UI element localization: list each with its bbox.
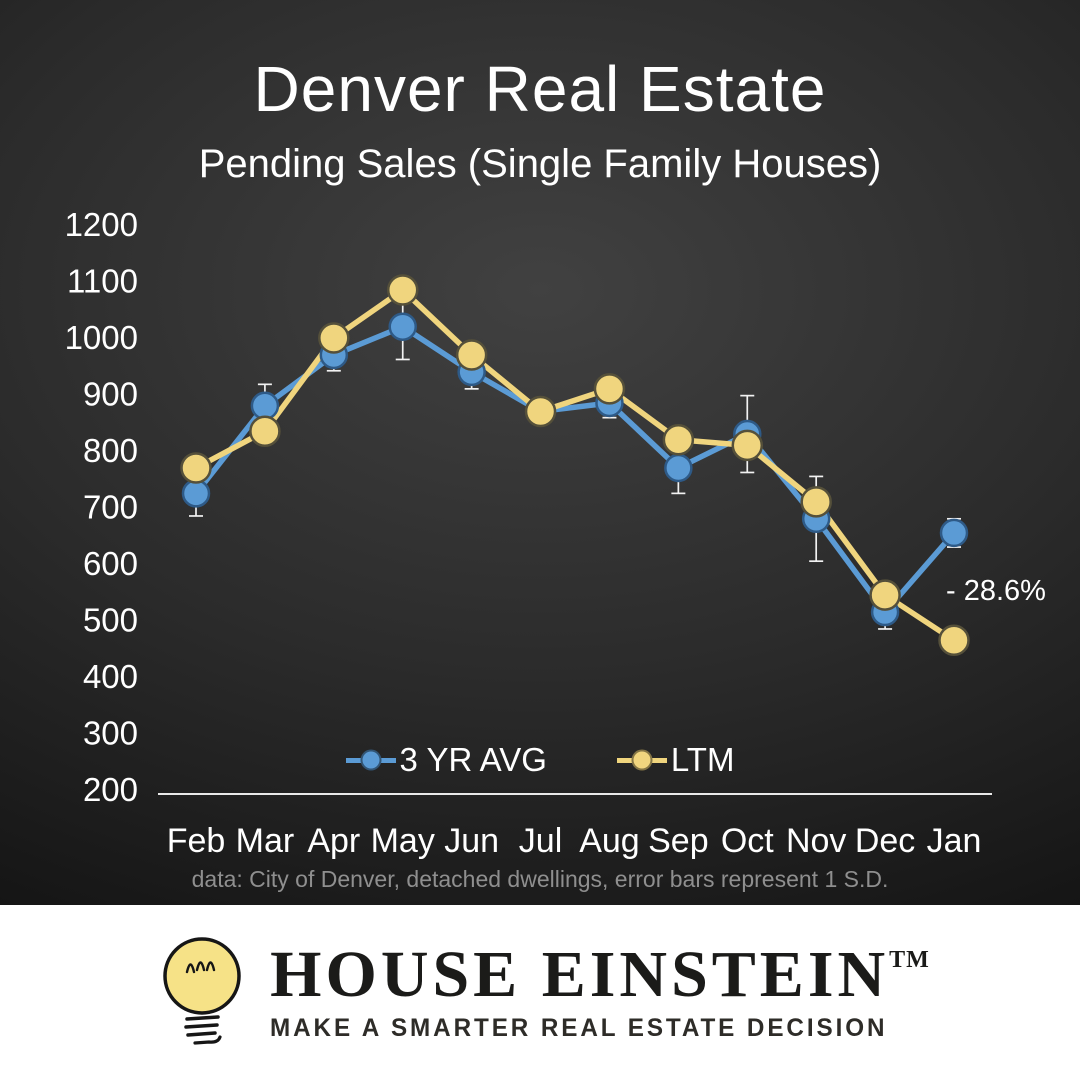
x-axis-tick-label: Dec xyxy=(855,822,915,860)
y-axis-tick-label: 1000 xyxy=(65,319,138,356)
series-line-ltm xyxy=(193,287,957,644)
chart-section: Denver Real Estate Pending Sales (Single… xyxy=(0,0,1080,905)
y-axis-tick-label: 500 xyxy=(83,602,138,639)
legend-marker-dot xyxy=(360,749,382,771)
legend-item: LTM xyxy=(616,741,735,779)
brand-block: HOUSE EINSTEINTM MAKE A SMARTER REAL EST… xyxy=(270,942,930,1043)
x-axis-tick-label: Nov xyxy=(786,822,846,860)
x-axis-tick-label: Sep xyxy=(648,822,709,860)
data-point-ltm xyxy=(180,452,212,484)
data-point-3-yr-avg xyxy=(664,453,693,483)
brand-name: HOUSE EINSTEINTM xyxy=(270,942,930,1008)
lightbulb-icon xyxy=(163,936,241,1045)
data-source-footnote: data: City of Denver, detached dwellings… xyxy=(191,866,889,892)
data-point-3-yr-avg xyxy=(388,312,417,341)
y-axis-tick-label: 400 xyxy=(83,658,138,695)
brand-tagline: MAKE A SMARTER REAL ESTATE DECISION xyxy=(270,1014,888,1042)
trademark: TM xyxy=(889,947,930,973)
series-line-3-yr-avg xyxy=(193,323,957,615)
y-axis-tick-label: 1200 xyxy=(65,206,138,243)
y-axis-tick-label: 600 xyxy=(83,545,138,582)
legend-label: 3 YR AVG xyxy=(399,741,547,778)
legend-label: LTM xyxy=(670,741,735,778)
data-point-ltm xyxy=(662,423,695,456)
data-point-3-yr-avg xyxy=(250,391,280,421)
x-axis-tick-label: Jan xyxy=(927,822,982,860)
data-point-ltm xyxy=(249,415,281,447)
data-point-ltm xyxy=(318,322,350,354)
x-axis-tick-label: Jun xyxy=(444,822,499,860)
legend: 3 YR AVG LTM xyxy=(0,741,1080,779)
x-axis-tick-label: Aug xyxy=(579,822,640,860)
data-point-ltm xyxy=(869,579,901,611)
chart-title: Denver Real Estate xyxy=(253,53,827,125)
data-point-ltm xyxy=(386,274,419,306)
data-point-ltm xyxy=(800,486,832,518)
legend-marker xyxy=(345,749,396,771)
data-point-ltm xyxy=(731,429,764,462)
pending-sales-line-chart: 200 300 400 500 600 700 800 900 1000 1100 1200 Feb M… xyxy=(65,206,1046,860)
data-point-ltm xyxy=(593,373,626,405)
brand-name-text: HOUSE EINSTEIN xyxy=(270,938,890,1011)
data-point-ltm xyxy=(455,339,488,371)
x-axis-tick-label: Jul xyxy=(519,822,562,860)
x-axis-tick-label: Feb xyxy=(167,822,226,860)
y-axis-tick-label: 200 xyxy=(83,771,138,808)
y-axis-tick-label: 800 xyxy=(83,432,138,469)
y-axis-tick-label: 1100 xyxy=(67,263,138,300)
y-axis-tick-label: 300 xyxy=(83,715,138,752)
x-axis-tick-label: May xyxy=(371,822,435,860)
legend-item: 3 YR AVG xyxy=(345,741,547,779)
legend-marker xyxy=(616,749,667,771)
brand-footer: HOUSE EINSTEINTM MAKE A SMARTER REAL EST… xyxy=(0,905,1080,1080)
x-axis-tick-label: Oct xyxy=(721,822,774,860)
data-point-ltm xyxy=(938,624,970,657)
data-point-ltm xyxy=(524,395,557,428)
y-axis-tick-label: 700 xyxy=(83,489,138,526)
legend-marker-dot xyxy=(631,749,653,771)
chart-subtitle: Pending Sales (Single Family Houses) xyxy=(198,142,882,186)
x-axis-tick-label: Mar xyxy=(236,822,295,860)
data-point-3-yr-avg xyxy=(181,479,211,508)
x-axis-tick-label: Apr xyxy=(307,822,360,860)
data-point-3-yr-avg xyxy=(939,518,969,548)
y-axis-tick-label: 900 xyxy=(83,376,138,413)
pct-change-annotation: - 28.6% xyxy=(946,575,1046,607)
